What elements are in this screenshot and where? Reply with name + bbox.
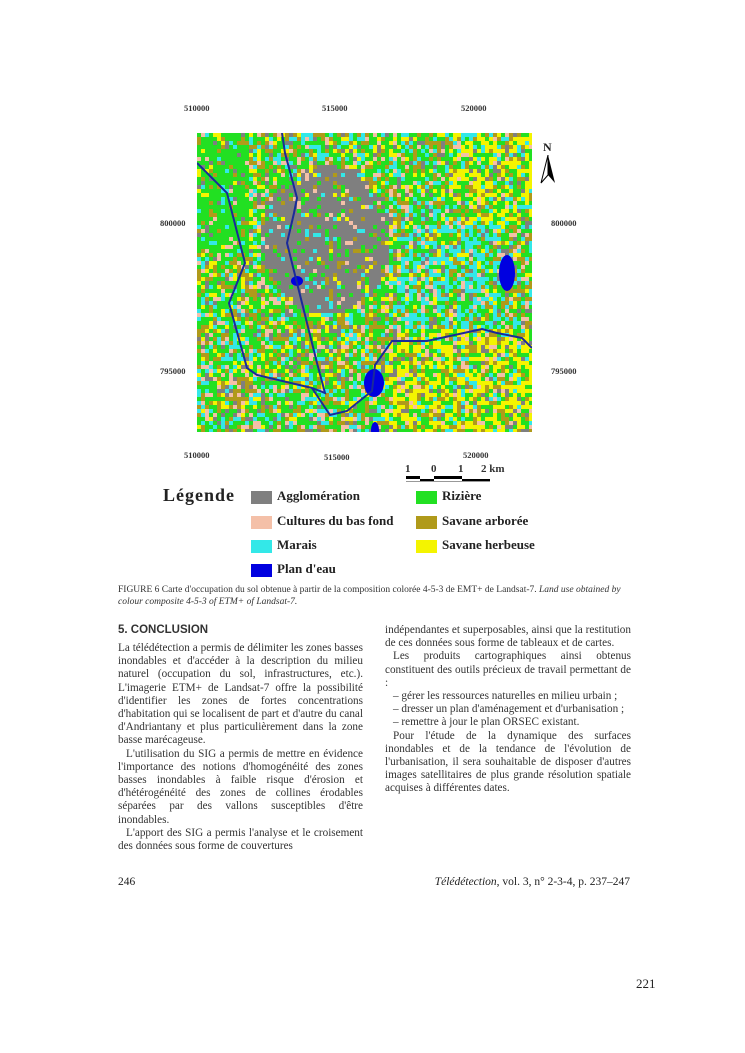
figure-caption: FIGURE 6 Carte d'occupation du sol obten… [118,585,621,607]
legend-swatch-riziere [416,491,437,504]
coord-top-3: 520000 [461,103,487,113]
paragraph: Pour l'étude de la dynamique des surface… [385,729,631,795]
land-use-map [197,133,532,432]
coord-top-1: 510000 [184,103,210,113]
coord-bottom-3: 520000 [463,450,489,460]
legend-swatch-plan-eau [251,564,272,577]
legend-label: Agglomération [277,488,361,503]
legend-swatch-savane-herbeuse [416,540,437,553]
legend-label: Cultures du bas fond [277,513,394,528]
coord-right-2: 795000 [551,366,577,376]
coord-bottom-1: 510000 [184,450,210,460]
page-number: 246 [118,876,136,888]
paragraph: L'utilisation du SIG a permis de mettre … [118,747,363,826]
section-heading: 5. CONCLUSION [118,624,209,636]
legend-swatch-agglomeration [251,491,272,504]
legend-label: Marais [277,537,317,552]
paragraph: indépendantes et superposables, ainsi qu… [385,624,631,650]
legend-label: Plan d'eau [277,561,336,576]
north-arrow-icon [540,155,555,184]
legend-swatch-cultures [251,516,272,529]
coord-bottom-2: 515000 [324,452,350,462]
legend-label: Savane arborée [442,513,529,528]
list-item: – dresser un plan d'aménagement et d'urb… [393,703,625,716]
coord-right-1: 800000 [551,218,577,228]
list-item: – gérer les ressources naturelles en mil… [393,690,618,703]
coord-left-1: 800000 [160,218,186,228]
legend-swatch-marais [251,540,272,553]
list-item: – remettre à jour le plan ORSEC existant… [393,716,580,729]
legend-label: Savane herbeuse [442,537,535,552]
coord-left-2: 795000 [160,366,186,376]
legend-label: Rizière [442,488,482,503]
legend-title: Légende [163,485,235,505]
journal-citation: Télédétection, vol. 3, n° 2-3-4, p. 237–… [434,876,630,888]
coord-top-2: 515000 [322,103,348,113]
paragraph: L'apport des SIG a permis l'analyse et l… [118,826,363,853]
left-column: La télédétection a permis de délimiter l… [118,642,363,853]
north-label: N [543,140,552,154]
sheet-number: 221 [636,976,656,991]
right-column: indépendantes et superposables, ainsi qu… [385,624,631,796]
paragraph: La télédétection a permis de délimiter l… [118,642,363,747]
paragraph: Les produits cartographiques ainsi obten… [385,650,631,689]
legend-swatch-savane-arboree [416,516,437,529]
